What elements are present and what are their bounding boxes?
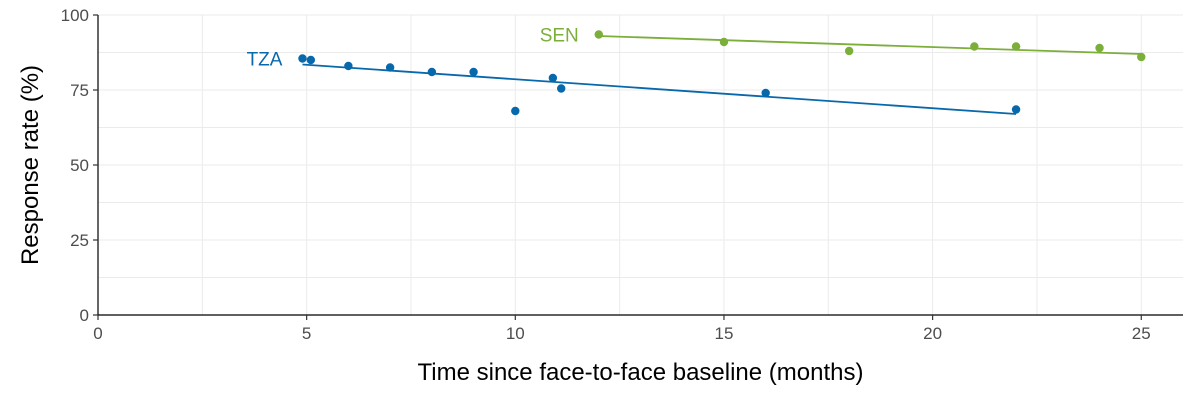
x-tick-label: 25	[1132, 324, 1151, 343]
ticks: 0 5 10 15 20 25 0 25 50 75 100	[61, 6, 1151, 343]
x-tick-label: 20	[923, 324, 942, 343]
data-point-tza	[557, 84, 566, 93]
grid	[97, 14, 1183, 316]
x-tick-label: 10	[506, 324, 525, 343]
data-point-tza	[385, 63, 395, 72]
data-point-sen	[1137, 52, 1146, 62]
data-point-tza	[1011, 105, 1021, 114]
data-point-sen	[1011, 42, 1021, 51]
series-tza: TZA	[247, 50, 1021, 116]
x-axis-title: Time since face-to-face baseline (months…	[418, 359, 864, 386]
y-tick-label: 50	[70, 156, 89, 175]
series-layer: TZA SEN	[247, 26, 1146, 116]
data-point-tza	[427, 67, 437, 77]
data-point-sen	[970, 42, 979, 51]
data-point-tza	[548, 73, 558, 83]
y-tick-label: 0	[80, 306, 89, 325]
x-tick-label: 5	[302, 324, 311, 343]
data-point-tza	[469, 67, 478, 77]
data-point-tza	[306, 55, 316, 65]
data-point-tza	[511, 106, 520, 116]
data-point-tza	[344, 61, 353, 71]
data-point-tza	[761, 88, 770, 98]
series-sen: SEN	[540, 26, 1146, 62]
data-point-sen	[719, 37, 729, 47]
y-tick-label: 25	[70, 231, 89, 250]
y-axis-title: Response rate (%)	[17, 65, 44, 265]
x-tick-label: 0	[93, 324, 102, 343]
series-label-tza: TZA	[247, 50, 283, 71]
data-point-sen	[844, 46, 854, 56]
data-point-sen	[1095, 43, 1104, 53]
x-tick-label: 15	[715, 324, 734, 343]
trend-line-tza	[302, 63, 1017, 115]
trend-line-sen	[598, 35, 1142, 55]
y-tick-label: 100	[61, 6, 89, 25]
y-tick-label: 75	[70, 81, 89, 100]
data-point-sen	[594, 30, 603, 39]
data-point-tza	[298, 54, 307, 63]
series-label-sen: SEN	[540, 26, 579, 47]
